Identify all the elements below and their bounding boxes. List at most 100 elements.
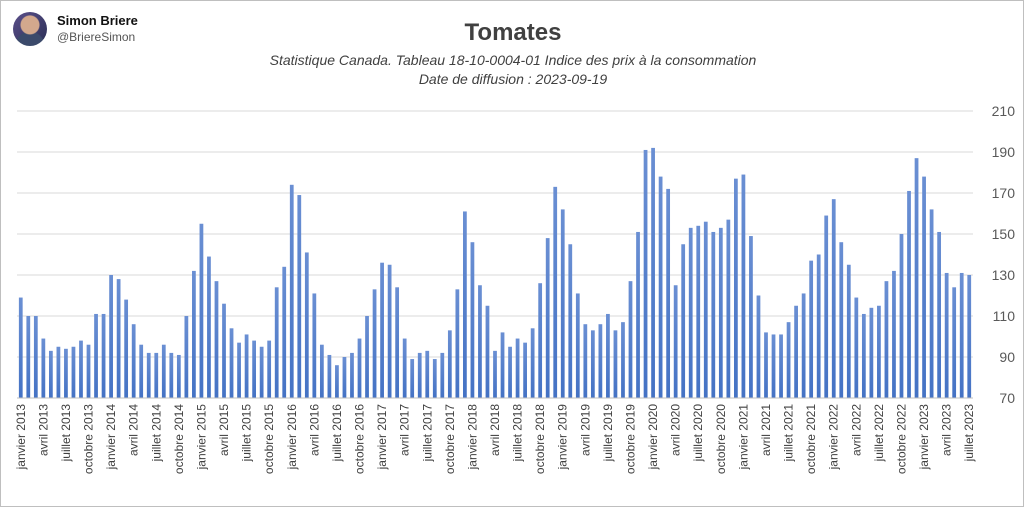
x-tick-label: octobre 2019: [623, 404, 637, 474]
x-tick-label: avril 2021: [759, 404, 773, 456]
bar: [237, 342, 241, 398]
y-tick-label: 90: [999, 349, 1015, 365]
bar: [734, 178, 738, 398]
bar: [184, 316, 189, 398]
author-handle[interactable]: @BriereSimon: [57, 30, 136, 44]
bar: [741, 174, 746, 398]
x-tick-label: avril 2013: [36, 404, 50, 456]
x-tick-label: avril 2015: [217, 404, 231, 456]
bar: [432, 359, 437, 398]
y-tick-label: 170: [992, 185, 1016, 201]
bar: [485, 305, 490, 398]
bar: [929, 209, 934, 398]
x-tick-label: avril 2016: [307, 404, 321, 456]
y-tick-label: 70: [999, 390, 1015, 406]
bar: [199, 223, 204, 398]
bar: [372, 289, 377, 398]
bar: [335, 365, 339, 398]
bar: [447, 330, 452, 398]
x-tick-label: janvier 2019: [556, 404, 570, 471]
bar: [146, 352, 151, 398]
x-tick-label: juillet 2019: [601, 404, 615, 463]
bar: [545, 238, 550, 398]
bar: [967, 275, 972, 398]
x-tick-label: juillet 2022: [872, 404, 886, 463]
bar: [583, 324, 588, 398]
bar: [786, 322, 791, 398]
x-tick-label: janvier 2013: [14, 404, 28, 471]
bar: [628, 281, 633, 398]
y-tick-label: 110: [993, 308, 1016, 324]
bar: [530, 328, 535, 398]
bar: [425, 350, 430, 398]
bar: [71, 346, 76, 398]
x-tick-label: avril 2014: [127, 404, 141, 456]
x-tick-label: octobre 2016: [353, 404, 367, 474]
y-tick-label: 130: [992, 267, 1016, 283]
bar: [192, 270, 196, 398]
x-tick-label: juillet 2020: [691, 404, 705, 463]
bar: [440, 352, 445, 398]
bar: [892, 270, 896, 398]
bar: [169, 352, 174, 398]
chart-title: Tomates: [464, 19, 562, 46]
y-tick-label: 150: [992, 226, 1016, 242]
bar: [560, 209, 565, 398]
bar: [259, 346, 264, 398]
x-tick-label: janvier 2017: [375, 404, 389, 471]
bar: [56, 346, 61, 398]
bar: [764, 332, 768, 398]
author-block: Simon Briere @BriereSimon: [13, 12, 138, 46]
bar: [861, 313, 866, 398]
x-tick-label: juillet 2015: [240, 404, 254, 463]
bar: [621, 322, 625, 398]
bar: [726, 219, 731, 398]
x-tick-label: juillet 2017: [420, 404, 434, 463]
bar: [899, 234, 904, 398]
author-name[interactable]: Simon Briere: [57, 13, 138, 28]
bar: [673, 285, 678, 398]
bar: [846, 264, 851, 398]
x-tick-label: janvier 2018: [465, 404, 479, 471]
bar: [500, 332, 505, 398]
bar: [643, 149, 648, 398]
bar: [907, 190, 911, 398]
bar: [79, 340, 83, 398]
bar: [244, 334, 249, 398]
bar: [222, 303, 226, 398]
bar: [944, 272, 949, 398]
x-tick-label: janvier 2016: [285, 404, 299, 471]
bar: [470, 242, 475, 398]
y-tick-label: 210: [992, 103, 1016, 119]
bar: [417, 352, 422, 398]
x-tick-label: avril 2019: [578, 404, 592, 456]
bar: [959, 272, 964, 398]
bar: [41, 338, 46, 398]
bar: [854, 297, 859, 398]
x-tick-label: octobre 2018: [533, 404, 547, 474]
avatar[interactable]: [13, 12, 47, 46]
x-tick-label: janvier 2023: [917, 404, 931, 471]
bar: [568, 244, 573, 398]
bar: [410, 359, 415, 398]
bar: [139, 344, 144, 398]
bar: [779, 334, 783, 398]
bar: [688, 227, 693, 398]
x-tick-label: octobre 2020: [714, 404, 728, 474]
bar: [914, 158, 919, 398]
bar: [718, 227, 723, 398]
bar: [831, 199, 836, 398]
bar: [523, 342, 527, 398]
bar: [606, 313, 610, 398]
x-tick-label: octobre 2021: [804, 404, 818, 474]
bar: [319, 344, 324, 398]
x-tick-label: octobre 2017: [443, 404, 457, 474]
bar: [613, 330, 618, 398]
x-tick-label: janvier 2021: [736, 404, 750, 471]
bar: [365, 316, 369, 398]
bar: [350, 352, 354, 398]
bar: [116, 279, 121, 398]
bar: [289, 184, 294, 398]
x-tick-label: janvier 2020: [646, 404, 660, 471]
bar: [598, 324, 603, 398]
